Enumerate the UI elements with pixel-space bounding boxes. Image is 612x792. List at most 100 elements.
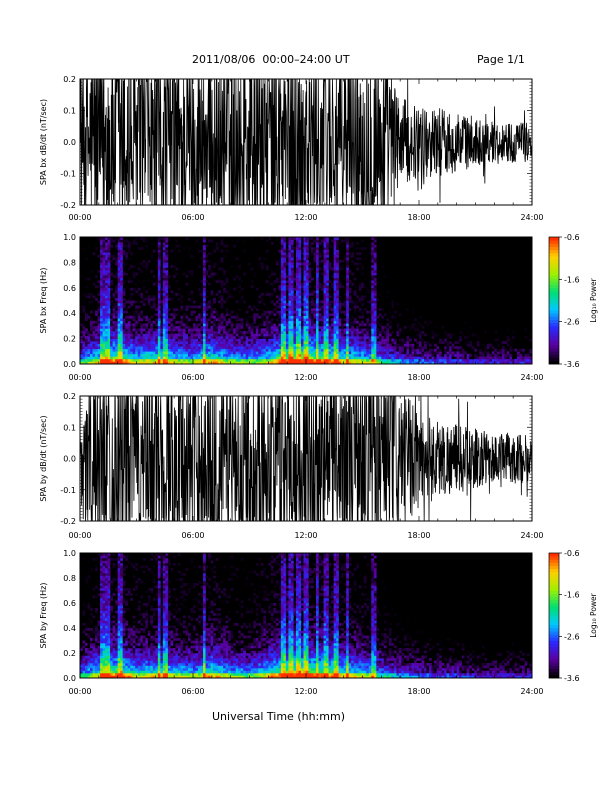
spectrogram-cell	[419, 320, 422, 324]
spectrogram-cell	[215, 290, 219, 294]
spectrogram-cell	[333, 295, 337, 299]
spectrogram-cell	[85, 361, 88, 365]
spectrogram-cell	[120, 330, 123, 334]
spectrogram-cell	[130, 328, 134, 332]
spectrogram-cell	[172, 285, 176, 289]
spectrogram-cell	[182, 330, 186, 334]
spectrogram-cell	[170, 343, 174, 347]
spectrogram-cell	[250, 328, 254, 332]
spectrogram-cell	[225, 361, 229, 365]
spectrogram-cell	[137, 358, 141, 362]
spectrogram-cell	[371, 249, 375, 253]
spectrogram-cell	[238, 328, 242, 332]
spectrogram-cell	[376, 356, 380, 360]
spectrogram-cell	[177, 310, 181, 314]
spectrogram-cell	[152, 320, 156, 324]
spectrogram-cell	[280, 297, 284, 301]
spectrogram-cell	[100, 242, 103, 245]
spectrogram-cell	[265, 343, 269, 347]
spectrogram-cell	[461, 353, 465, 357]
spectrogram-cell	[130, 361, 134, 365]
spectrogram-cell	[87, 675, 91, 679]
spectrogram-cell	[92, 645, 96, 649]
spectrogram-cell	[268, 336, 272, 339]
spectrogram-cell	[348, 346, 352, 350]
spectrogram-cell	[326, 315, 329, 319]
spectrogram-cell	[112, 310, 116, 314]
spectrogram-cell	[346, 315, 349, 319]
spectrogram-cell	[388, 343, 392, 347]
spectrogram-cell	[182, 338, 186, 342]
spectrogram-cell	[393, 343, 397, 347]
spectrogram-cell	[253, 351, 257, 355]
spectrogram-cell	[205, 295, 209, 299]
spectrogram-cell	[280, 239, 284, 243]
spectrogram-cell	[341, 338, 344, 342]
spectrogram-cell	[321, 336, 324, 339]
spectrogram-cell	[205, 313, 209, 317]
spectrogram-cell	[193, 313, 196, 317]
spectrogram-cell	[529, 361, 533, 365]
spectrogram-cell	[125, 333, 129, 337]
spectrogram-cell	[100, 333, 103, 337]
spectrogram-cell	[120, 292, 123, 296]
spectrogram-cell	[172, 356, 176, 360]
spectrogram-cell	[326, 244, 329, 248]
x-tick-label: 00:00	[68, 373, 91, 382]
spectrogram-cell	[424, 353, 427, 357]
spectrogram-cell	[318, 305, 322, 309]
spectrogram-cell	[157, 270, 161, 273]
spectrogram-cell	[112, 295, 116, 299]
spectrogram-cell	[300, 244, 304, 248]
spectrogram-cell	[290, 346, 294, 350]
spectrogram-cell	[336, 259, 339, 263]
spectrogram-cell	[401, 328, 405, 332]
spectrogram-cell	[368, 346, 372, 350]
spectrogram-cell	[258, 361, 262, 365]
spectrogram-cell	[356, 295, 360, 299]
spectrogram-cell	[353, 262, 357, 266]
spectrogram-cell	[220, 315, 224, 319]
spectrogram-cell	[348, 287, 352, 291]
spectrogram-cell	[308, 272, 312, 276]
spectrogram-cell	[333, 328, 337, 332]
spectrogram-cell	[424, 341, 427, 344]
spectrogram-cell	[90, 346, 93, 350]
spectrogram-cell	[371, 358, 375, 362]
spectrogram-cell	[288, 247, 292, 250]
spectrogram-cell	[278, 285, 282, 289]
spectrogram-cell	[92, 270, 96, 273]
spectrogram-cell	[87, 633, 91, 636]
spectrogram-cell	[288, 348, 292, 352]
spectrogram-cell	[263, 361, 267, 365]
spectrogram-cell	[351, 320, 355, 324]
spectrogram-cell	[167, 313, 171, 317]
spectrogram-cell	[82, 605, 86, 609]
spectrogram-cell	[316, 318, 319, 322]
spectrogram-cell	[152, 346, 156, 350]
spectrogram-cell	[160, 292, 164, 296]
spectrogram-cell	[308, 351, 312, 355]
spectrogram-cell	[95, 658, 98, 661]
spectrogram-cell	[250, 285, 254, 289]
spectrogram-cell	[306, 346, 309, 350]
spectrogram-cell	[446, 353, 450, 357]
spectrogram-cell	[157, 237, 161, 240]
spectrogram-cell	[248, 325, 252, 329]
spectrogram-cell	[177, 338, 181, 342]
spectrogram-cell	[403, 341, 407, 344]
spectrogram-cell	[273, 341, 277, 344]
spectrogram-cell	[117, 237, 121, 240]
spectrogram-cell	[238, 358, 242, 362]
spectrogram-cell	[97, 358, 101, 362]
spectrogram-cell	[509, 351, 513, 355]
spectrogram-cell	[388, 351, 392, 355]
spectrogram-cell	[323, 282, 327, 286]
spectrogram-cell	[82, 330, 86, 334]
spectrogram-cell	[218, 346, 221, 350]
spectrogram-cell	[193, 300, 196, 304]
spectrogram-cell	[346, 257, 349, 261]
spectrogram-cell	[210, 308, 214, 311]
spectrogram-cell	[283, 318, 287, 322]
spectrogram-cell	[172, 348, 176, 352]
